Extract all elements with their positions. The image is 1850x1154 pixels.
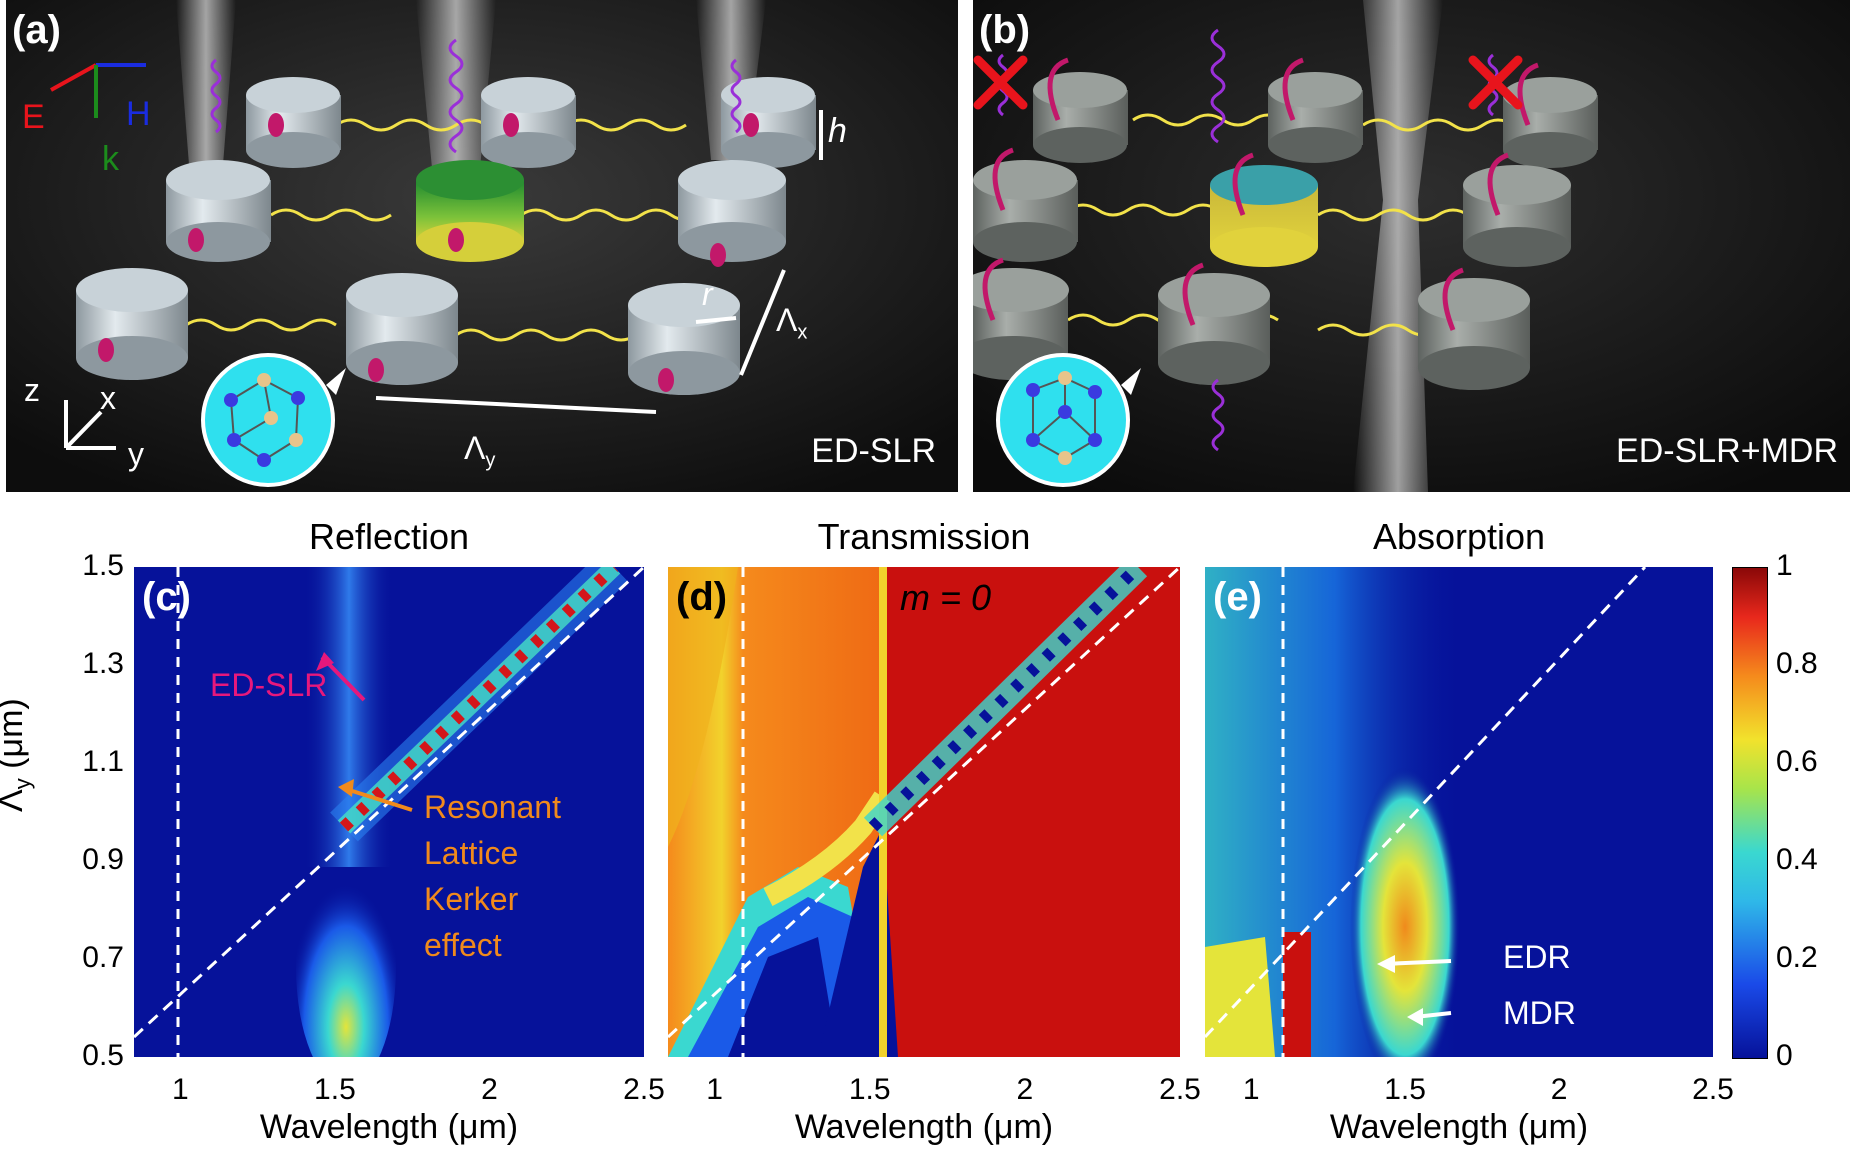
panel-c-label: (c) (142, 575, 191, 619)
annotation-kerker: Kerker (424, 881, 519, 917)
panel-d-label: (d) (676, 575, 728, 619)
panel-e-label: (e) (1213, 575, 1262, 619)
h-field-label: H (126, 95, 151, 133)
panel-a-label: (a) (12, 8, 61, 52)
x-tick-2-1: 1.5 (1384, 1073, 1426, 1106)
title-transmission: Transmission (817, 516, 1031, 557)
x-axis-title-e: Wavelength (μm) (1329, 1108, 1589, 1146)
lambda-x-label: Λx (776, 302, 808, 344)
title-reflection: Reflection (308, 516, 470, 557)
x-axis-label: x (100, 380, 116, 416)
y-tick-1: 0.7 (82, 941, 124, 974)
colorbar (1732, 567, 1768, 1059)
y-axis-label: y (128, 436, 144, 472)
lattice-illustration-b (973, 0, 1850, 492)
colorbar-tick-3: 0.6 (1776, 745, 1818, 778)
transmission-map-svg (668, 567, 1180, 1057)
x-tick-1-1: 1.5 (848, 1073, 891, 1106)
y-tick-4: 1.3 (82, 647, 124, 680)
x-tick-0-2: 2 (481, 1073, 498, 1106)
mode-label-b: ED-SLR+MDR (1616, 432, 1838, 470)
x-tick-0-0: 1 (172, 1073, 189, 1106)
x-tick-2-2: 2 (1550, 1073, 1568, 1106)
x-tick-2-0: 1 (1242, 1073, 1260, 1106)
x-tick-0-1: 1.5 (314, 1073, 356, 1106)
mode-order-label: m = 0 (900, 577, 992, 618)
annotation-effect: effect (424, 927, 502, 963)
y-tick-3: 1.1 (82, 745, 124, 778)
colorbar-tick-0: 0 (1776, 1039, 1793, 1072)
colorbar-tick-5: 1 (1776, 549, 1793, 582)
radius-label: r (702, 276, 713, 312)
colorbar-tick-2: 0.4 (1776, 843, 1818, 876)
annotation-resonant: Resonant (424, 789, 561, 825)
z-axis-label: z (24, 372, 40, 408)
x-tick-0-3: 2.5 (623, 1073, 665, 1106)
title-absorption: Absorption (1372, 516, 1546, 557)
panel-a-illustration: (a) E H k h r Λx Λy z x y ED-SLR (6, 0, 958, 492)
k-vector-label: k (102, 140, 119, 178)
y-tick-2: 0.9 (82, 843, 124, 876)
cylinder-group (76, 77, 816, 395)
y-tick-0: 0.5 (82, 1039, 124, 1072)
x-tick-1-2: 2 (1016, 1073, 1034, 1106)
x-axis-title-d: Wavelength (μm) (794, 1108, 1054, 1146)
heatmap-absorption: (e) EDR MDR (1205, 567, 1713, 1057)
heatmap-transmission: (d) m = 0 (668, 567, 1180, 1057)
colorbar-tick-1: 0.2 (1776, 941, 1818, 974)
annotation-lattice: Lattice (424, 835, 519, 871)
heatmap-reflection: (c) ED-SLR Resonant Lattice Kerker effec… (134, 567, 644, 1057)
x-axis-title-c: Wavelength (μm) (259, 1108, 519, 1146)
y-tick-5: 1.5 (82, 549, 124, 582)
lambda-y-label: Λy (464, 430, 496, 472)
annotation-edr: EDR (1503, 939, 1571, 975)
panel-b-label: (b) (979, 8, 1031, 52)
x-tick-1-0: 1 (706, 1073, 723, 1106)
colorbar-tick-4: 0.8 (1776, 647, 1818, 680)
e-field-label: E (22, 98, 45, 136)
y-axis-title: Λy (μm) (0, 698, 35, 812)
annotation-ed-slr: ED-SLR (210, 667, 328, 703)
annotation-mdr: MDR (1503, 995, 1576, 1031)
panel-b-illustration: (b) ED-SLR+MDR (973, 0, 1850, 492)
x-tick-1-3: 2.5 (1159, 1073, 1201, 1106)
mode-label-a: ED-SLR (811, 432, 936, 470)
x-tick-2-3: 2.5 (1692, 1073, 1734, 1106)
absorption-map-svg (1205, 567, 1647, 1057)
height-label: h (828, 112, 847, 150)
lattice-illustration-a (6, 0, 958, 492)
reflection-map-svg (134, 567, 644, 1057)
